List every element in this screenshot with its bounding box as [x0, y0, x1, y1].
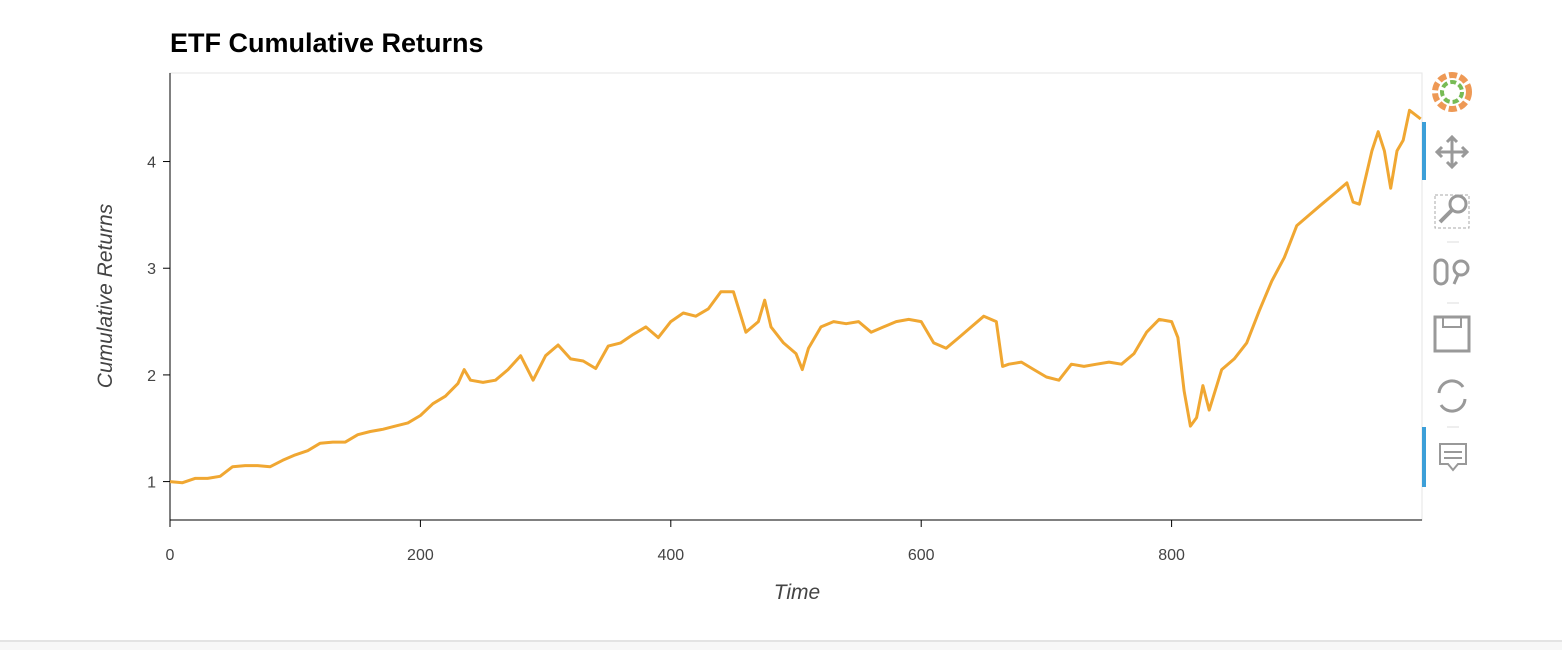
x-axis-label: Time	[774, 581, 820, 604]
chart-title: ETF Cumulative Returns	[170, 28, 484, 58]
plot-frame	[169, 72, 1423, 521]
wheel-zoom-tool[interactable]	[1433, 258, 1470, 286]
y-tick-label: 2	[147, 368, 156, 385]
save-tool[interactable]	[1433, 315, 1471, 353]
y-axis-label: Cumulative Returns	[94, 203, 117, 388]
reset-tool[interactable]	[1437, 379, 1467, 413]
data-line	[169, 108, 1422, 485]
y-tick-label: 1	[147, 475, 156, 492]
x-tick-label: 800	[1158, 547, 1185, 564]
x-tick-label: 400	[657, 547, 684, 564]
x-tick-label: 0	[166, 547, 175, 564]
box-zoom-tool[interactable]	[1434, 194, 1470, 229]
toolbar	[1422, 72, 1472, 487]
y-tick-label: 3	[147, 261, 156, 278]
bokeh-logo[interactable]	[1432, 72, 1472, 112]
pan-tool[interactable]	[1434, 134, 1470, 170]
hover-tool[interactable]	[1439, 443, 1467, 472]
active-indicator	[1422, 427, 1426, 487]
active-indicator	[1422, 122, 1426, 180]
x-tick-label: 200	[407, 547, 434, 564]
y-tick-label: 4	[147, 155, 156, 172]
page-footer	[0, 642, 1562, 650]
x-tick-label: 600	[908, 547, 935, 564]
